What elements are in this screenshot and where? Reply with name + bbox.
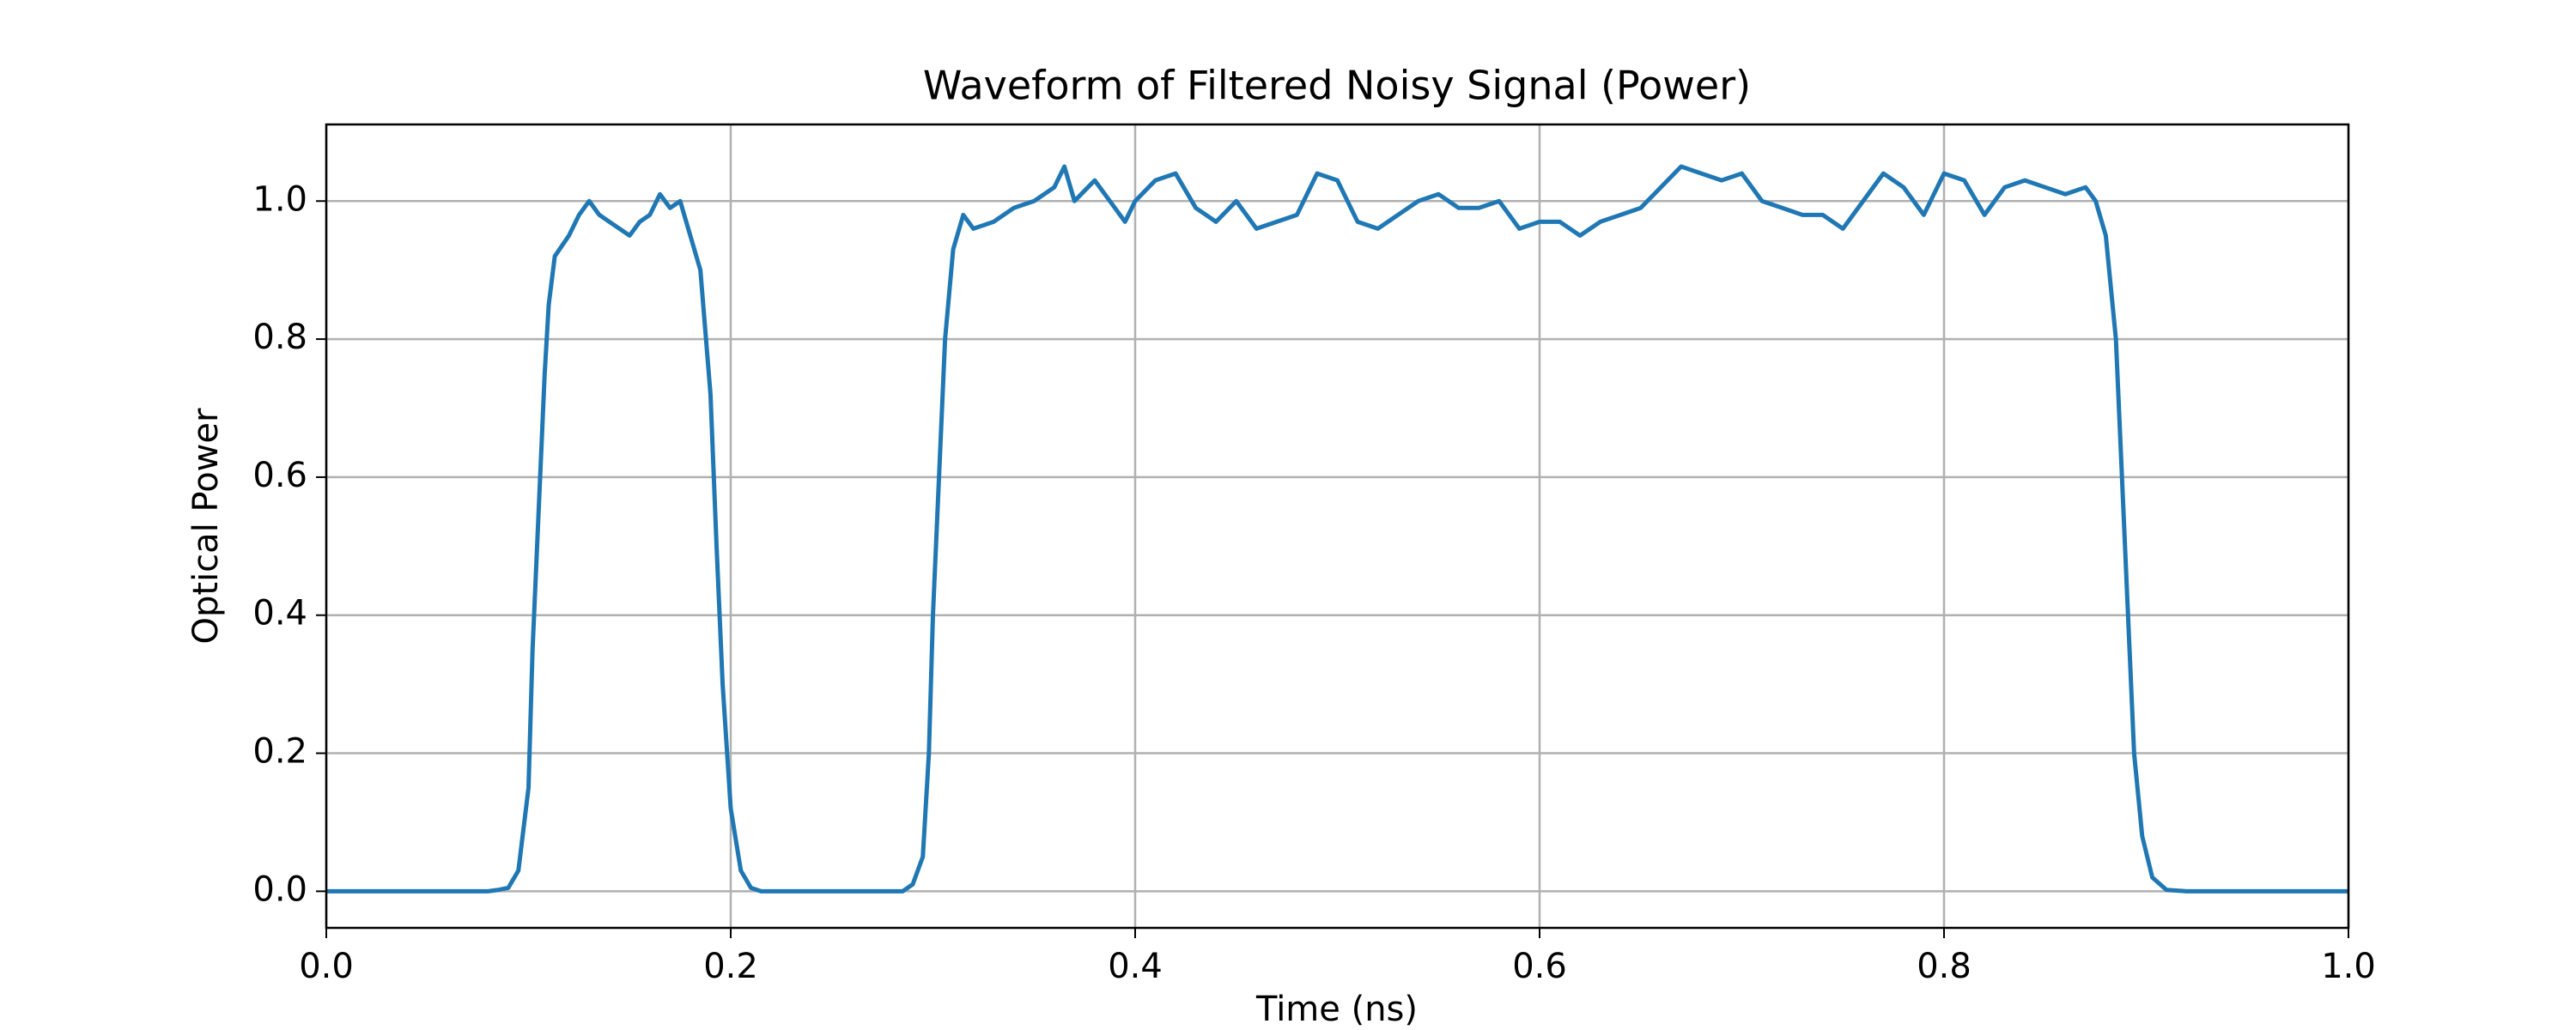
x-axis-label: Time (ns) (1255, 990, 1418, 1029)
chart-title: Waveform of Filtered Noisy Signal (Power… (923, 63, 1751, 109)
plot-frame (325, 123, 2350, 930)
x-tick-label: 0.8 (1917, 947, 1971, 986)
y-tick-label: 0.4 (252, 594, 307, 633)
y-tick-label: 0.0 (252, 869, 307, 909)
x-tick-label: 0.4 (1108, 947, 1163, 986)
x-tick-label: 0.6 (1512, 947, 1567, 986)
y-tick-label: 0.2 (252, 732, 307, 772)
x-tick-label: 0.2 (703, 947, 758, 986)
y-tick-label: 1.0 (252, 179, 307, 219)
x-tick-label: 0.0 (299, 947, 354, 986)
y-tick-label: 0.8 (252, 318, 307, 357)
y-axis-label: Optical Power (186, 408, 226, 644)
x-tick-label: 1.0 (2321, 947, 2376, 986)
data-line (326, 164, 2348, 894)
y-tick-label: 0.6 (252, 456, 307, 495)
